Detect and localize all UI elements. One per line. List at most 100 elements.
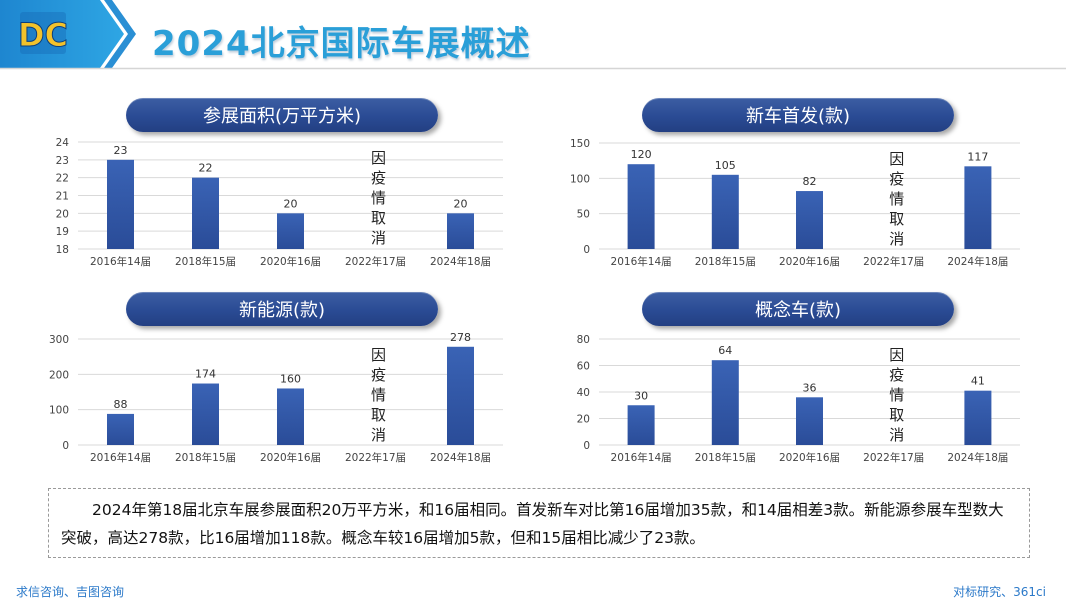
data-label: 41: [971, 375, 985, 388]
data-label: 105: [715, 159, 736, 172]
data-label: 36: [803, 381, 817, 394]
y-tick-label: 0: [62, 440, 69, 452]
x-tick-label: 2022年17届: [345, 451, 406, 464]
y-tick-label: 20: [56, 208, 69, 220]
data-label: 120: [631, 148, 652, 161]
annotation-char: 疫: [371, 366, 386, 384]
annotation-char: 疫: [889, 366, 904, 384]
annotation-char: 取: [889, 210, 904, 228]
y-tick-label: 40: [577, 387, 590, 399]
footer-right-link[interactable]: 对标研究、361ci: [953, 585, 1046, 599]
annotation-char: 情: [371, 386, 386, 404]
data-label: 30: [634, 389, 648, 402]
data-label: 82: [803, 175, 817, 188]
chart-panel-new-car-debut: 新车首发(款) 0 50 100 150 2016年14届 120 2018年15届 105 2…: [565, 96, 1035, 278]
bar: [796, 191, 823, 249]
chart-panel-new-energy: 新能源(款) 0 100 200 300 2016年14届 88 2018年15届 174 20…: [48, 292, 518, 474]
x-tick-label: 2024年18届: [430, 451, 491, 464]
bar: [964, 390, 992, 445]
annotation-char: 消: [371, 426, 386, 444]
x-tick-label: 2016年14届: [90, 255, 151, 268]
y-tick-label: 19: [56, 226, 69, 238]
annotation-char: 取: [371, 406, 386, 424]
annotation-char: 情: [371, 189, 386, 207]
chart-area: 0 100 200 300 2016年14届 88 2018年15届 174 2020年16届 1…: [49, 331, 503, 464]
bar: [627, 405, 655, 445]
x-tick-label: 2016年14届: [90, 451, 151, 464]
y-tick-label: 20: [577, 414, 590, 426]
bar: [627, 164, 655, 249]
x-tick-label: 2020年16届: [260, 451, 321, 464]
y-tick-label: 80: [577, 334, 590, 346]
annotation-char: 情: [889, 190, 904, 208]
bar: [796, 397, 823, 445]
data-label: 23: [114, 144, 128, 157]
bar: [964, 166, 992, 249]
annotation-char: 疫: [889, 170, 904, 188]
annotation-char: 取: [889, 406, 904, 424]
data-label: 174: [195, 368, 216, 381]
bar: [447, 346, 474, 445]
header-graphic: DC: [0, 0, 1066, 70]
annotation-char: 因: [371, 346, 386, 364]
x-tick-label: 2024年18届: [430, 255, 491, 268]
chart-title-pill: 新车首发(款): [642, 98, 954, 132]
chart-panel-concept-car: 概念车(款) 0 20 40 60 80 2016年14届 30 2018年15届 64 2020…: [565, 292, 1035, 474]
annotation-char: 情: [889, 386, 904, 404]
bar: [711, 360, 739, 445]
x-tick-label: 2018年15届: [175, 451, 236, 464]
annotation-char: 因: [889, 150, 904, 168]
x-tick-label: 2016年14届: [611, 451, 672, 464]
bar: [277, 388, 304, 445]
logo-icon: DC: [17, 12, 69, 55]
header-logo-block: [0, 0, 124, 68]
y-tick-label: 150: [570, 138, 590, 150]
data-label: 22: [199, 162, 213, 175]
x-tick-label: 2018年15届: [695, 255, 756, 268]
data-label: 88: [114, 398, 128, 411]
y-tick-label: 21: [56, 191, 69, 203]
x-tick-label: 2020年16届: [779, 255, 840, 268]
annotation-char: 消: [889, 426, 904, 444]
page-title: 2024北京国际车展概述: [152, 24, 531, 64]
bar: [277, 213, 304, 249]
chart-area: 0 50 100 150 2016年14届 120 2018年15届 105 2020年16届 8…: [570, 138, 1020, 268]
annotation-char: 消: [371, 229, 386, 247]
bar: [107, 413, 134, 445]
annotation-char: 因: [889, 346, 904, 364]
chart-area: 18 19 20 21 22 23 24 2016年14届 23 2018年15届 22 2020年1…: [56, 137, 503, 268]
y-tick-label: 100: [570, 173, 590, 185]
x-tick-label: 2020年16届: [779, 451, 840, 464]
x-tick-label: 2022年17届: [863, 255, 924, 268]
chart-title-pill: 新能源(款): [126, 292, 438, 326]
y-tick-label: 200: [49, 369, 69, 381]
footer-left-link[interactable]: 求信咨询、吉图咨询: [16, 585, 125, 599]
y-tick-label: 18: [56, 244, 69, 256]
x-tick-label: 2016年14届: [611, 255, 672, 268]
x-tick-label: 2024年18届: [947, 451, 1008, 464]
x-tick-label: 2024年18届: [947, 255, 1008, 268]
y-tick-label: 22: [56, 173, 69, 185]
bar: [192, 383, 219, 445]
chart-title-pill: 参展面积(万平方米): [126, 98, 438, 132]
summary-text: 2024年第18届北京车展参展面积20万平方米，和16届相同。首发新车对比第16…: [48, 488, 1030, 558]
data-label: 20: [284, 197, 298, 210]
header-bar: DC 2024北京国际车展概述: [0, 0, 1080, 70]
y-tick-label: 0: [583, 244, 590, 256]
chart-panel-exhibition-area: 参展面积(万平方米) 18 19 20 21 22 23 24 2016年14届 23 2018年…: [48, 96, 518, 278]
data-label: 117: [967, 150, 988, 163]
data-label: 64: [718, 344, 732, 357]
logo-text: DC: [18, 16, 68, 54]
bar: [107, 159, 134, 249]
bar: [711, 174, 739, 249]
y-tick-label: 50: [577, 209, 590, 221]
bar: [192, 177, 219, 249]
annotation-char: 取: [371, 209, 386, 227]
y-tick-label: 60: [577, 361, 590, 373]
bar: [447, 213, 474, 249]
annotation-char: 因: [371, 149, 386, 167]
annotation-char: 疫: [371, 169, 386, 187]
header-chevron-icon: [104, 0, 136, 68]
chart-title-pill: 概念车(款): [642, 292, 954, 326]
x-tick-label: 2022年17届: [863, 451, 924, 464]
